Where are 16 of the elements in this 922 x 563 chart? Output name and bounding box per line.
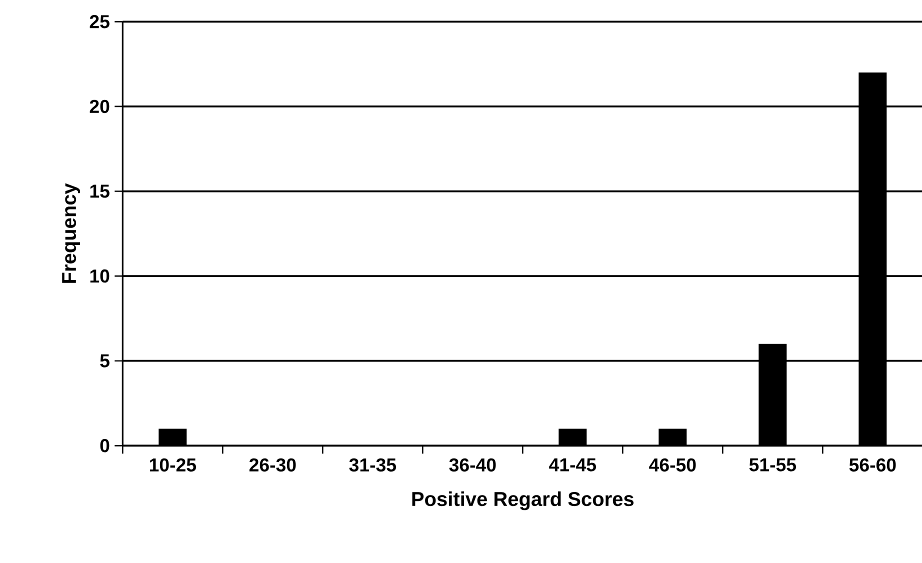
y-tick-label: 25: [90, 15, 110, 28]
x-tick-label: 36-40: [449, 458, 496, 472]
y-tick-label: 0: [100, 439, 110, 452]
y-tick-label: 5: [100, 354, 110, 368]
y-tick-label: 15: [90, 184, 110, 198]
x-tick-label: 51-55: [749, 458, 796, 472]
x-tick-label: 46-50: [649, 458, 696, 472]
x-tick-label: 31-35: [349, 458, 396, 472]
x-axis-title: Positive Regard Scores: [412, 491, 634, 510]
x-tick-label: 41-45: [549, 458, 596, 472]
x-tick-label: 26-30: [249, 458, 296, 472]
x-tick-label: 10-25: [150, 458, 196, 472]
y-axis-title: Frequency: [62, 183, 80, 283]
y-tick-label: 10: [90, 269, 110, 283]
x-tick-label: 56-60: [849, 458, 896, 472]
y-tick-label: 20: [90, 100, 110, 114]
